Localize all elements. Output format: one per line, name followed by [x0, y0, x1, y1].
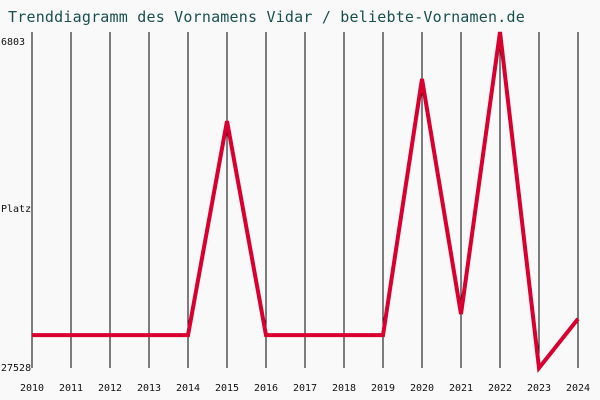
x-tick-2020: 2020: [410, 383, 434, 394]
x-tick-2022: 2022: [488, 383, 512, 394]
x-tick-2021: 2021: [449, 383, 473, 394]
x-tick-2017: 2017: [293, 383, 317, 394]
y-max-label: 6803: [1, 37, 25, 48]
x-tick-2023: 2023: [527, 383, 551, 394]
x-tick-2011: 2011: [59, 383, 83, 394]
x-tick-2019: 2019: [371, 383, 395, 394]
x-tick-2014: 2014: [176, 383, 200, 394]
x-tick-2010: 2010: [20, 383, 44, 394]
x-tick-2018: 2018: [332, 383, 356, 394]
x-tick-2013: 2013: [137, 383, 161, 394]
y-min-label: 27528: [1, 363, 31, 374]
y-axis-label: Platz: [1, 204, 31, 215]
x-tick-labels: 2010 2011 2012 2013 2014 2015 2016 2017 2018 2019…: [20, 383, 590, 394]
vertical-grid: [70, 32, 579, 368]
x-tick-2024: 2024: [566, 383, 590, 394]
series-group: [31, 31, 580, 374]
chart-title: Trenddiagramm des Vornamens Vidar / beli…: [8, 8, 525, 26]
x-tick-2016: 2016: [254, 383, 278, 394]
x-tick-2015: 2015: [215, 383, 239, 394]
x-tick-2012: 2012: [98, 383, 122, 394]
